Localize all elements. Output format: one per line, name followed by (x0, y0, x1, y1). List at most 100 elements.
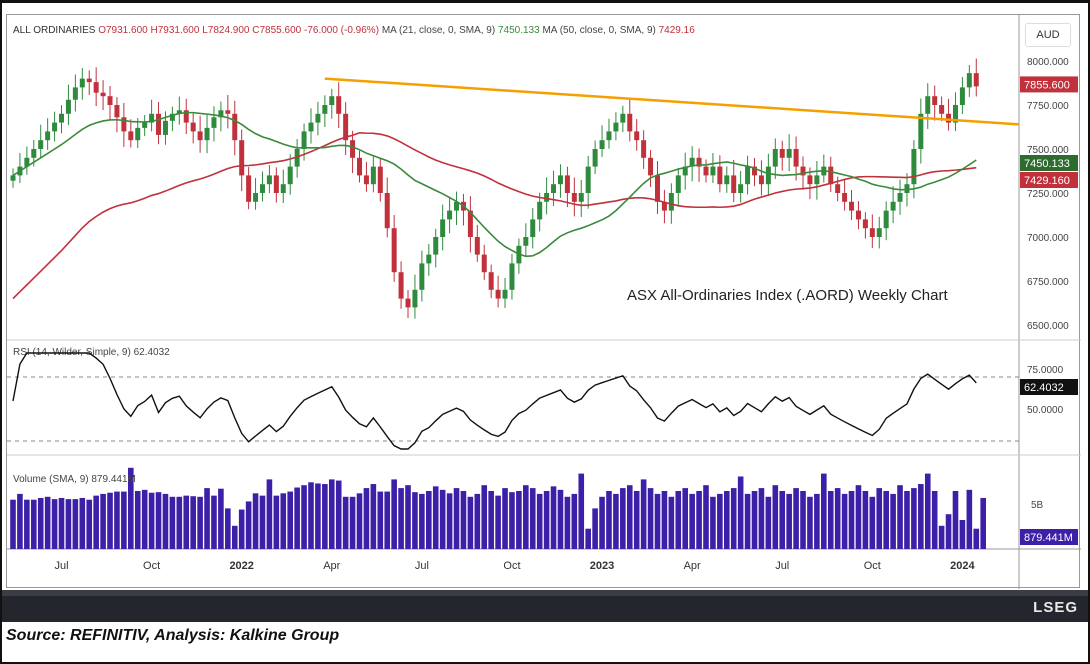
candle-up (370, 166, 376, 185)
candle-up (897, 193, 903, 202)
candle-up (675, 175, 681, 193)
candle-up (52, 122, 58, 132)
candle-up (135, 127, 141, 141)
candle-down (849, 201, 855, 211)
volume-bar (523, 485, 529, 549)
candle-down (357, 157, 362, 176)
volume-bar (141, 489, 148, 549)
volume-bar (516, 491, 522, 549)
volume-bar (162, 493, 169, 549)
volume-bar (543, 491, 550, 549)
volume-bar (238, 509, 245, 549)
price-tick-label: 7000.000 (1027, 233, 1069, 244)
volume-bar (79, 497, 86, 549)
volume-bar (883, 491, 889, 549)
time-tick-label: Oct (503, 560, 520, 572)
candle-up (447, 210, 453, 220)
candle-up (537, 201, 543, 220)
candle-down (488, 272, 494, 290)
chart-panel[interactable]: ALL ORDINARIES O7931.600 H7931.600 L7824… (6, 14, 1081, 589)
candle-up (308, 122, 314, 132)
volume-bar (564, 496, 571, 549)
candle-up (169, 113, 175, 121)
volume-bar (58, 497, 65, 549)
candle-up (149, 113, 155, 123)
volume-bar (723, 491, 730, 549)
candle-up (65, 99, 71, 114)
volume-bar (121, 491, 127, 549)
volume-bar (51, 499, 58, 549)
volume-bar (308, 482, 314, 549)
volume-bar (446, 493, 453, 549)
candle-down (946, 113, 952, 123)
volume-bar (335, 480, 342, 549)
volume-badge-bg (1020, 529, 1078, 545)
candle-up (786, 149, 792, 158)
candle-up (966, 73, 972, 88)
candle-down (807, 175, 813, 185)
volume-bar (86, 499, 93, 549)
volume-bar (911, 488, 917, 549)
candle-up (606, 131, 612, 141)
candle-down (239, 140, 245, 176)
volume-bar (800, 491, 806, 549)
candle-up (668, 193, 674, 211)
candle-up (266, 175, 272, 185)
volume-bar (426, 491, 432, 549)
source-caption: Source: REFINITIV, Analysis: Kalkine Gro… (6, 627, 340, 644)
volume-bar (550, 486, 557, 549)
candle-down (641, 140, 647, 158)
volume-bar (460, 491, 467, 549)
candle-up (599, 140, 605, 149)
volume-bar (432, 486, 439, 549)
volume-bar (128, 467, 134, 549)
volume-bar (259, 495, 266, 549)
volume-bar (703, 485, 709, 549)
volume-bar (384, 491, 391, 549)
candle-down (828, 166, 834, 185)
volume-bar (204, 488, 210, 549)
volume-bar (30, 499, 37, 549)
candle-down (391, 228, 397, 273)
candle-up (211, 117, 217, 128)
candle-down (363, 175, 369, 185)
candle-up (454, 201, 460, 211)
chart-canvas[interactable]: ALL ORDINARIES O7931.600 H7931.600 L7824… (7, 15, 1081, 589)
candle-down (717, 166, 723, 185)
price-tick-label: 6500.000 (1027, 321, 1069, 332)
volume-bar (710, 496, 716, 549)
candle-down (779, 149, 785, 158)
candle-up (218, 110, 224, 118)
candle-up (426, 254, 432, 264)
volume-bar (24, 499, 30, 549)
candle-up (287, 166, 293, 185)
volume-bar (661, 491, 668, 549)
time-tick-label: Jul (54, 560, 68, 572)
candle-up (918, 113, 924, 149)
volume-bar (862, 491, 869, 549)
chart-annotation: ASX All-Ordinaries Index (.AORD) Weekly … (627, 287, 948, 304)
volume-bar (973, 528, 980, 549)
volume-bar (488, 491, 494, 549)
volume-bar (155, 492, 162, 549)
candle-down (842, 193, 848, 202)
candle-down (835, 184, 841, 193)
candle-down (107, 96, 113, 105)
volume-bar (405, 485, 411, 549)
candle-up (45, 131, 51, 141)
candle-up (911, 149, 917, 185)
volume-bar (211, 495, 217, 549)
candle-up (142, 122, 148, 128)
volume-bar (287, 491, 293, 549)
footer-bar: LSEG (2, 590, 1088, 622)
ma21-badge-bg (1020, 155, 1078, 171)
candle-down (627, 113, 633, 132)
volume-bar (938, 525, 945, 549)
rsi-legend: RSI (14, Wilder, Simple, 9) 62.4032 (13, 347, 170, 358)
candle-down (939, 105, 945, 114)
candle-up (10, 175, 16, 181)
volume-bar (342, 496, 349, 549)
volume-bar (363, 488, 370, 549)
currency-selector[interactable]: AUD (1025, 23, 1071, 47)
volume-bar (744, 493, 751, 549)
